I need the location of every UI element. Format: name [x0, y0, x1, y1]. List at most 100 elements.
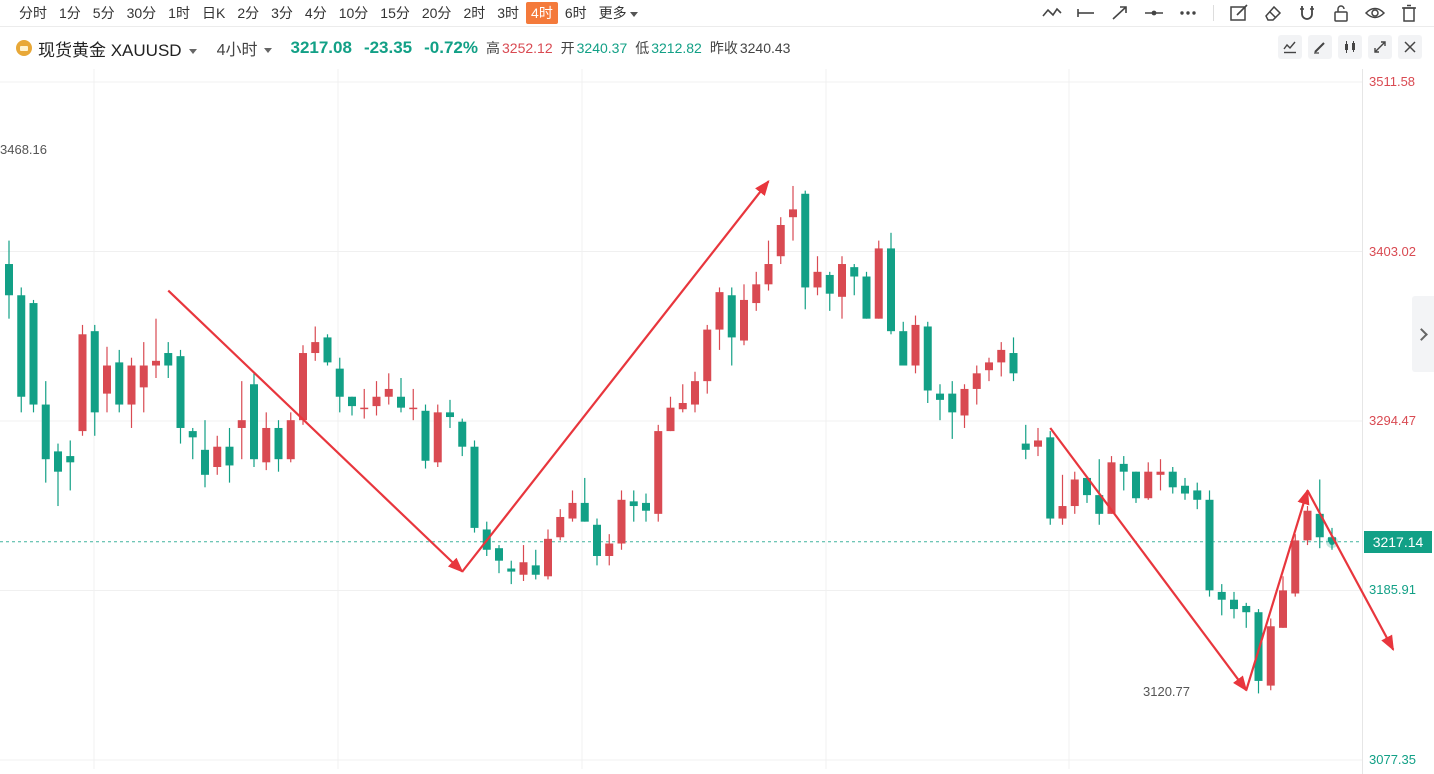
toolbar-divider: [1213, 5, 1214, 21]
candle-body: [1132, 471, 1140, 499]
magnet-icon[interactable]: [1294, 2, 1320, 24]
candle-body: [911, 324, 920, 366]
candle-body: [225, 446, 234, 466]
candle-body: [201, 449, 209, 475]
candle-body: [433, 412, 442, 463]
chart-canvas[interactable]: [0, 69, 1434, 774]
candle-body: [409, 407, 418, 410]
chart-tools: [1278, 35, 1422, 59]
interval-selector[interactable]: 4小时: [217, 36, 273, 60]
candle-body: [691, 381, 699, 405]
line-icon[interactable]: [1073, 2, 1099, 24]
price-axis-label: 3185.91: [1369, 582, 1416, 598]
interval-10[interactable]: 15分: [380, 5, 410, 21]
close-icon[interactable]: [1398, 35, 1422, 59]
candle-body: [960, 388, 969, 416]
interval-8[interactable]: 4分: [304, 5, 327, 21]
candle-body: [985, 362, 993, 371]
interval-5[interactable]: 日K: [201, 5, 226, 21]
interval-7[interactable]: 3分: [271, 5, 293, 21]
lock-icon[interactable]: [1328, 2, 1354, 24]
candle-body: [115, 362, 124, 405]
edit-icon[interactable]: [1226, 2, 1252, 24]
trend-arrow: [461, 180, 770, 573]
eye-icon[interactable]: [1362, 2, 1388, 24]
candle-body: [1242, 605, 1251, 613]
interval-11[interactable]: 20分: [421, 5, 452, 21]
candlestick-chart[interactable]: 3511.58 3403.02 3294.47 3185.91 3077.35 3217…: [0, 69, 1434, 774]
high-stat: 高 3252.12: [486, 40, 553, 56]
candle-body: [1315, 513, 1324, 538]
candle-body: [972, 373, 981, 389]
candle-body: [90, 331, 99, 413]
shrink-icon[interactable]: [1368, 35, 1392, 59]
candle-type-icon[interactable]: [1338, 35, 1362, 59]
candle-body: [801, 193, 810, 288]
more-dots-icon[interactable]: [1175, 2, 1201, 24]
side-panel-toggle[interactable]: [1412, 296, 1434, 372]
chevron-down-icon[interactable]: [188, 48, 197, 54]
candle-body: [936, 393, 944, 400]
candle-body: [384, 388, 393, 397]
candle-body: [299, 353, 307, 421]
candle-body: [458, 421, 467, 447]
interval-toolbar: 分时 1分 5分 30分 1时 日K 2分 3分 4分 10分 15分 20分 2时 3时 4时 6时 更多: [0, 0, 1434, 27]
interval-14[interactable]: 4时: [526, 2, 558, 24]
prev-close-stat: 昨收 3240.43: [709, 40, 791, 56]
candle-body: [1303, 510, 1312, 541]
candle-body: [1034, 440, 1042, 447]
interval-0[interactable]: 分时: [19, 5, 47, 21]
interval-6[interactable]: 2分: [237, 5, 260, 21]
candle-body: [874, 248, 883, 319]
candle-body: [335, 368, 344, 397]
candle-body: [593, 524, 601, 557]
horizontal-line-icon[interactable]: [1141, 2, 1167, 24]
candle-body: [556, 516, 565, 538]
candle-body: [274, 427, 283, 460]
interval-15[interactable]: 6时: [564, 5, 587, 21]
drawing-tools: [1039, 0, 1422, 26]
candle-body: [250, 384, 258, 460]
price-axis-label: 3294.47: [1369, 412, 1416, 428]
candle-body: [262, 427, 271, 463]
candle-body: [29, 303, 38, 405]
symbol-name[interactable]: 现货黄金 XAUUSD: [38, 36, 197, 61]
interval-9[interactable]: 10分: [338, 5, 369, 21]
candle-body: [188, 431, 197, 438]
candle-body: [1009, 353, 1018, 374]
price-axis-label: 3403.02: [1369, 243, 1416, 259]
arrow-icon[interactable]: [1107, 2, 1133, 24]
candle-body: [237, 420, 246, 428]
candle-body: [703, 329, 712, 382]
draw-icon[interactable]: [1308, 35, 1332, 59]
interval-13[interactable]: 3时: [497, 5, 520, 21]
candle-body: [1058, 506, 1067, 519]
interval-4[interactable]: 1时: [168, 5, 190, 21]
candle-body: [813, 271, 822, 288]
interval-3[interactable]: 30分: [126, 5, 157, 21]
interval-list: 分时 1分 5分 30分 1时 日K 2分 3分 4分 10分 15分 20分 2时 3时 4时 6时 更多: [14, 0, 643, 26]
candle-body: [17, 295, 26, 397]
candle-body: [1193, 490, 1202, 500]
candle-body: [176, 356, 185, 428]
indicator-icon[interactable]: [1278, 35, 1302, 59]
eraser-icon[interactable]: [1260, 2, 1286, 24]
interval-16[interactable]: 更多: [594, 2, 643, 24]
candle-body: [629, 501, 638, 507]
candle-body: [311, 342, 320, 354]
trend-arrow: [1049, 427, 1248, 692]
candle-body: [213, 446, 222, 468]
chevron-down-icon[interactable]: [264, 48, 273, 54]
candle-body: [1217, 591, 1226, 600]
interval-1[interactable]: 1分: [59, 5, 81, 21]
candle-body: [5, 264, 13, 296]
candle-body: [139, 365, 148, 388]
candle-body: [152, 360, 160, 366]
polyline-icon[interactable]: [1039, 2, 1065, 24]
candle-body: [776, 224, 785, 257]
interval-2[interactable]: 5分: [92, 5, 115, 21]
candle-body: [605, 543, 614, 557]
interval-12[interactable]: 2时: [463, 5, 486, 21]
trash-icon[interactable]: [1396, 2, 1422, 24]
